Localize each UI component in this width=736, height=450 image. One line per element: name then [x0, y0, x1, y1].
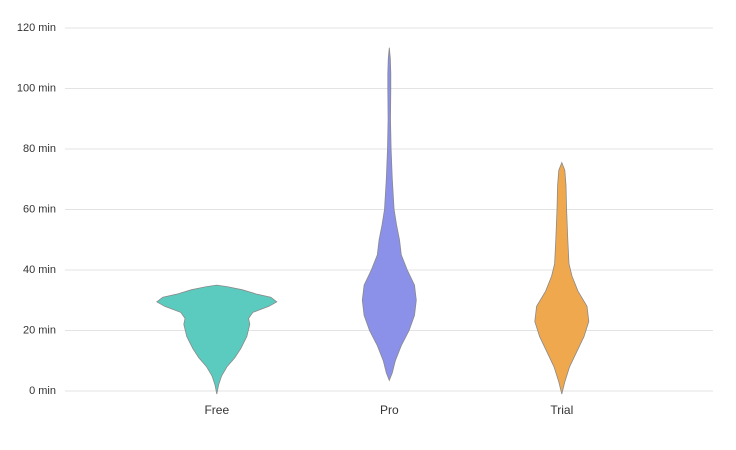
x-tick-label: Pro [380, 403, 399, 417]
y-tick-label: 20 min [23, 324, 56, 336]
y-tick-label: 80 min [23, 143, 56, 155]
x-tick-label: Trial [550, 403, 573, 417]
violin [361, 47, 417, 382]
y-tick-label: 0 min [29, 385, 56, 397]
y-tick-label: 100 min [17, 82, 56, 94]
y-tick-label: 60 min [23, 203, 56, 215]
y-tick-label: 120 min [17, 22, 56, 34]
y-tick-label: 40 min [23, 264, 56, 276]
x-tick-label: Free [204, 403, 229, 417]
violin [534, 161, 590, 395]
violin [156, 284, 278, 395]
